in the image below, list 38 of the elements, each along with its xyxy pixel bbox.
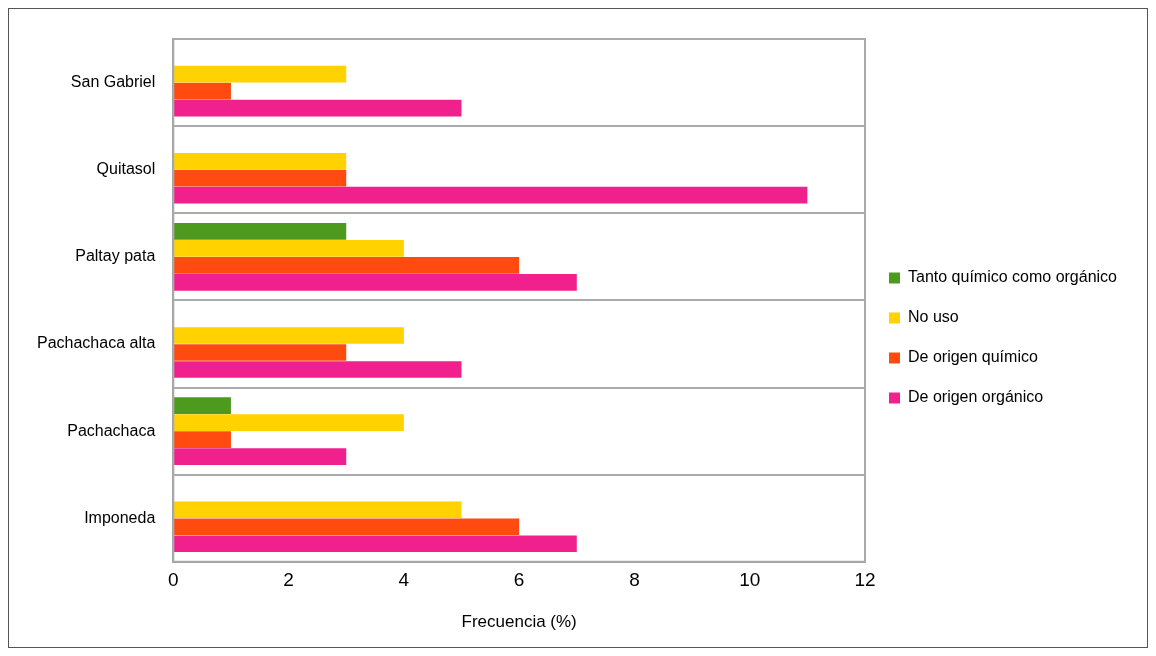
bar (173, 257, 520, 274)
x-tick-label: 10 (739, 569, 761, 591)
y-tick-label: Imponeda (84, 508, 156, 526)
bar (173, 99, 462, 117)
bar (173, 518, 520, 536)
bar (173, 535, 577, 553)
x-tick-label: 4 (398, 569, 410, 591)
bar (173, 501, 462, 519)
x-tick-label: 0 (168, 569, 179, 591)
y-tick-label: Pachachaca alta (36, 334, 156, 352)
y-tick-label: San Gabriel (70, 72, 156, 90)
bar (173, 186, 808, 204)
bar (173, 169, 347, 187)
x-tick-label: 2 (283, 569, 294, 591)
legend-label: De origen químico (908, 348, 1038, 366)
y-tick-label: Pachachaca (67, 421, 156, 439)
x-axis-title: Frecuencia (%) (461, 612, 577, 632)
bar (173, 152, 347, 170)
legend-label: De origen orgánico (908, 388, 1044, 406)
bar (173, 361, 462, 378)
bar (173, 397, 231, 414)
bar (173, 327, 404, 344)
bar (173, 448, 347, 465)
x-tick-label: 8 (629, 569, 640, 591)
y-tick-label: Paltay pata (75, 247, 156, 265)
x-tick-label: 12 (854, 569, 876, 591)
bar (173, 82, 231, 100)
bar (173, 431, 231, 448)
bar (173, 273, 577, 291)
legend-label: No uso (908, 308, 959, 326)
bar (173, 65, 347, 83)
bar (173, 344, 347, 361)
x-tick-label: 6 (513, 569, 525, 591)
legend-label: Tanto químico como orgánico (908, 268, 1118, 286)
bar (173, 240, 404, 257)
bar (173, 414, 404, 431)
bar (173, 223, 347, 240)
y-tick-label: Quitasol (96, 160, 156, 178)
